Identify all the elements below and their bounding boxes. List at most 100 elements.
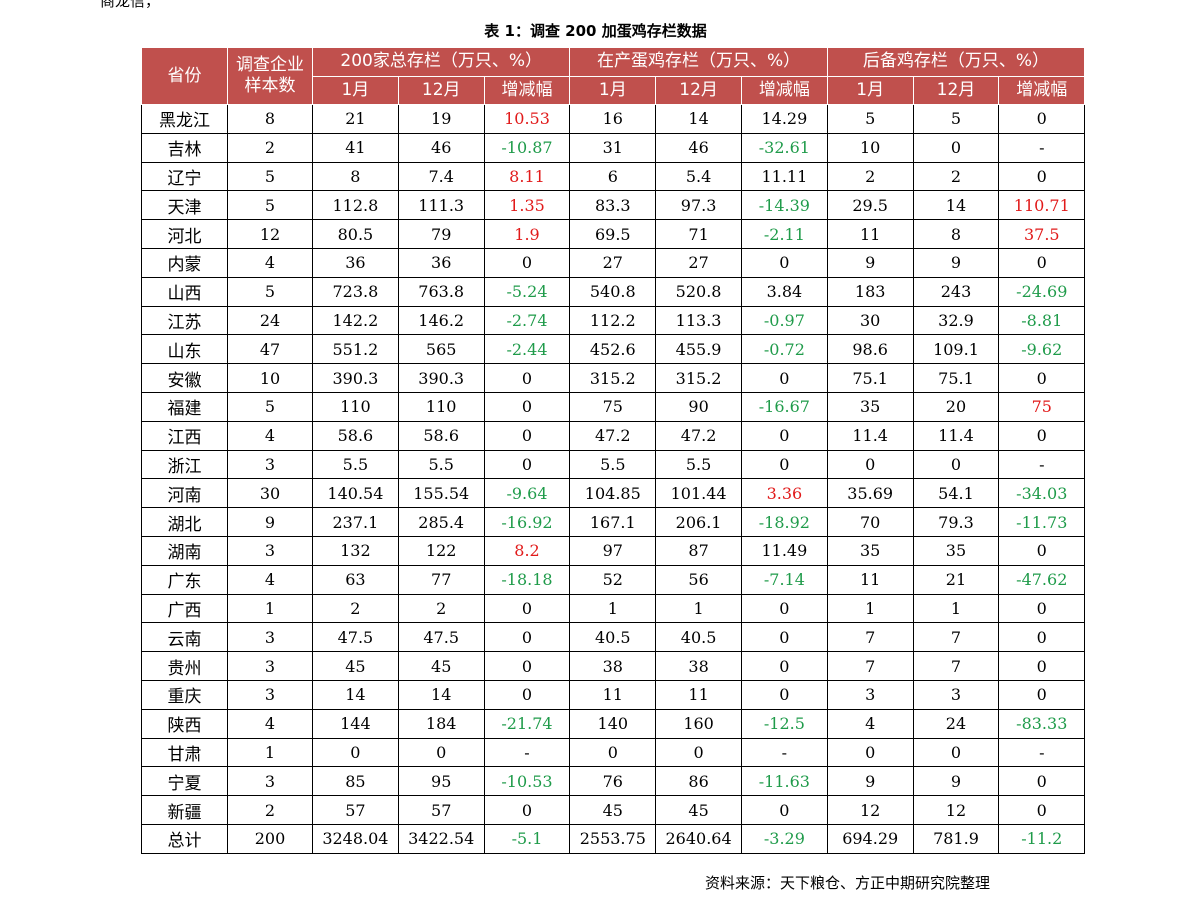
cell-l1: 97 (569, 535, 657, 566)
cell-tc: -10.53 (483, 766, 571, 797)
cell-p: 河南 (141, 478, 228, 509)
cell-r1: 70 (826, 507, 914, 537)
cell-l2: 455.9 (655, 334, 742, 365)
cell-r1: 4 (826, 708, 914, 739)
cell-p: 陕西 (141, 708, 228, 739)
cell-t2: 0 (397, 737, 485, 768)
cell-rc: - (998, 132, 1086, 163)
header-sample-count: 调查企业样本数 (227, 47, 313, 105)
cell-t2: 95 (397, 766, 485, 797)
cell-l2: 90 (655, 391, 742, 422)
cell-r1: 98.6 (826, 334, 914, 365)
cell-t2: 57 (397, 795, 485, 825)
table-row: 总计 200 3248.04 3422.54 -5.1 2553.75 2640.64 -3.… (141, 823, 1086, 854)
cell-lc: -0.97 (740, 305, 828, 336)
cell-l1: 83.3 (569, 190, 657, 221)
cell-tc: 0 (483, 622, 571, 653)
cell-p: 总计 (141, 823, 228, 854)
cell-t1: 140.54 (312, 478, 399, 509)
cell-tc: -21.74 (483, 708, 571, 739)
cell-t1: 3248.04 (312, 823, 399, 854)
cell-t2: 184 (397, 708, 485, 739)
cell-lc: 0 (740, 795, 828, 825)
cell-tc: -2.44 (483, 334, 571, 365)
table-row: 重庆 3 14 14 0 11 11 0 3 3 0 (141, 679, 1086, 710)
cell-l1: 45 (569, 795, 657, 825)
cell-l1: 1 (569, 593, 657, 624)
cell-lc: -18.92 (740, 507, 828, 537)
cell-l2: 46 (655, 132, 742, 163)
cell-n: 4 (227, 708, 313, 739)
cell-r2: 35 (912, 535, 1000, 566)
cell-r1: 5 (826, 104, 914, 134)
cell-lc: -3.29 (740, 823, 828, 854)
cell-l2: 38 (655, 651, 742, 681)
header-total-jan: 1月 (312, 75, 399, 105)
cell-lc: 11.49 (740, 535, 828, 566)
cell-tc: 0 (483, 679, 571, 710)
cell-r1: 0 (826, 737, 914, 768)
cell-r2: 0 (912, 132, 1000, 163)
cell-lc: -7.14 (740, 564, 828, 595)
cell-rc: 0 (998, 247, 1086, 278)
cell-p: 山西 (141, 276, 228, 307)
cell-lc: 14.29 (740, 104, 828, 134)
cell-lc: -32.61 (740, 132, 828, 163)
cell-lc: 3.84 (740, 276, 828, 307)
cell-r2: 54.1 (912, 478, 1000, 509)
cell-rc: 0 (998, 679, 1086, 710)
header-total-dec: 12月 (397, 75, 485, 105)
cell-r2: 9 (912, 247, 1000, 278)
cell-r1: 1 (826, 593, 914, 624)
cell-l2: 0 (655, 737, 742, 768)
cell-tc: 8.11 (483, 161, 571, 192)
cell-r2: 7 (912, 622, 1000, 653)
cell-r1: 11 (826, 564, 914, 595)
cell-rc: 75 (998, 391, 1086, 422)
cell-t1: 85 (312, 766, 399, 797)
header-laying-jan: 1月 (569, 75, 657, 105)
table-row: 吉林 2 41 46 -10.87 31 46 -32.61 10 0- (141, 132, 1086, 163)
cell-t2: 3422.54 (397, 823, 485, 854)
cell-l1: 452.6 (569, 334, 657, 365)
cell-p: 新疆 (141, 795, 228, 825)
cell-tc: 8.2 (483, 535, 571, 566)
cell-p: 浙江 (141, 449, 228, 480)
cell-tc: 10.53 (483, 104, 571, 134)
cell-n: 5 (227, 391, 313, 422)
cell-t2: 45 (397, 651, 485, 681)
cell-p: 江西 (141, 420, 228, 451)
cell-p: 重庆 (141, 679, 228, 710)
cell-l1: 140 (569, 708, 657, 739)
cell-l2: 71 (655, 219, 742, 249)
cell-rc: 0 (998, 593, 1086, 624)
table-row: 陕西 4 144 184 -21.74 140 160 -12.5 4 24 -83.33 (141, 708, 1086, 739)
table-row: 广东 4 63 77 -18.18 52 56 -7.14 11 21 -47.62 (141, 564, 1086, 595)
layer-stock-table: 省份 调查企业样本数 200家总存栏（万只、%） 在产蛋鸡存栏（万只、%） 后备… (141, 47, 1086, 854)
cell-r2: 9 (912, 766, 1000, 797)
cell-r2: 781.9 (912, 823, 1000, 854)
cell-tc: 0 (483, 363, 571, 393)
cell-lc: 0 (740, 247, 828, 278)
cell-l1: 69.5 (569, 219, 657, 249)
cell-r1: 35 (826, 391, 914, 422)
cell-t1: 723.8 (312, 276, 399, 307)
cell-r2: 1 (912, 593, 1000, 624)
table-row: 贵州 3 45 45 0 38 38 0 7 7 0 (141, 651, 1086, 681)
cell-p: 吉林 (141, 132, 228, 163)
cell-r2: 11.4 (912, 420, 1000, 451)
cell-t1: 45 (312, 651, 399, 681)
table-row: 江西 4 58.6 58.6 0 47.2 47.2 0 11.4 11.4 0 (141, 420, 1086, 451)
cell-n: 200 (227, 823, 313, 854)
cell-tc: -18.18 (483, 564, 571, 595)
cell-tc: 0 (483, 593, 571, 624)
cell-tc: 0 (483, 651, 571, 681)
table-row: 云南 3 47.5 47.5 0 40.5 40.5 0 7 7 0 (141, 622, 1086, 653)
table-row: 湖北 9 237.1 285.4 -16.92 167.1 206.1 -18.92 70 79.… (141, 507, 1086, 537)
cell-t1: 47.5 (312, 622, 399, 653)
cell-t2: 111.3 (397, 190, 485, 221)
cell-n: 4 (227, 564, 313, 595)
cell-r2: 109.1 (912, 334, 1000, 365)
header-reserve-jan: 1月 (826, 75, 914, 105)
header-group-reserve: 后备鸡存栏（万只、%） (826, 47, 1086, 77)
